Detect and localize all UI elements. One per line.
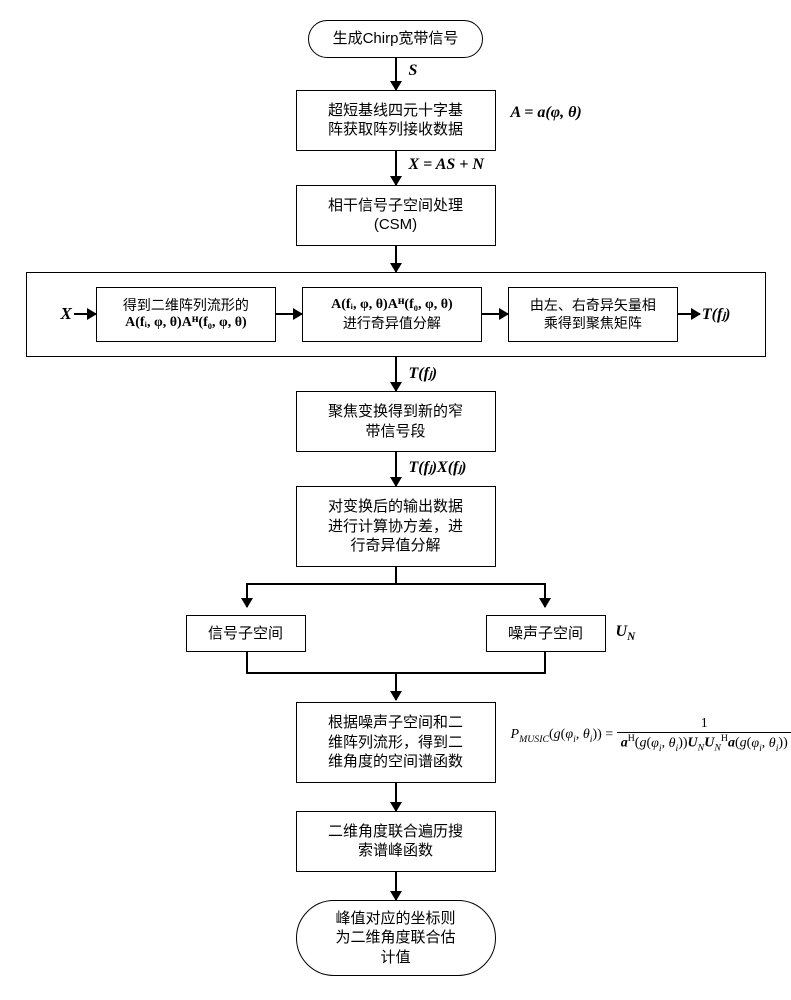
csm-in-label: X (61, 304, 72, 324)
csm-box-2: A(fᵢ, φ, θ)Aᴴ(f₀, φ, θ) 进行奇异值分解 (302, 287, 482, 343)
music-formula: PMUSIC(g(φi, θi)) = 1 aH(g(φi, θi))UNUNH… (511, 716, 791, 753)
node-8-wrap: 根据噪声子空间和二 维阵列流形，得到二 维角度的空间谱函数 PMUSIC(g(φ… (296, 702, 496, 783)
node-2-l2: 阵获取阵列接收数据 (328, 120, 463, 140)
csm-container: X 得到二维阵列流形的 A(fᵢ, φ, θ)Aᴴ(f₀, φ, θ) A(fᵢ… (26, 272, 766, 358)
csm-b2-l1: A(fᵢ, φ, θ)Aᴴ(f₀, φ, θ) (311, 296, 473, 315)
csm-out-label: T(fⱼ) (702, 304, 731, 324)
node-5: 聚焦变换得到新的窄 带信号段 (296, 391, 496, 452)
arrow-5-label: T(fⱼ)X(fⱼ) (409, 457, 467, 477)
node-9: 二维角度联合遍历搜 索谱峰函数 (296, 811, 496, 872)
csm-box-3: 由左、右奇异矢量相 乘得到聚焦矩阵 (508, 287, 678, 343)
node-5-l1: 聚焦变换得到新的窄 (328, 402, 463, 422)
arrow-4: T(fⱼ) (395, 357, 397, 391)
csm-b3-l1: 由左、右奇异矢量相 (517, 296, 669, 315)
arrow-2-label: X = AS + N (409, 156, 484, 174)
node-6-l1: 对变换后的输出数据 (328, 497, 463, 517)
csm-arrow-in (74, 313, 96, 315)
node-3-l1: 相干信号子空间处理 (328, 196, 463, 216)
node-10-l3: 计值 (380, 948, 410, 968)
node-7b-text: 噪声子空间 (508, 624, 583, 644)
arrow-9 (395, 872, 397, 900)
csm-arrow-12 (276, 313, 302, 315)
node-start: 生成Chirp宽带信号 (308, 20, 484, 58)
node-8-l2: 维阵列流形，得到二 (328, 733, 463, 753)
csm-box-1: 得到二维阵列流形的 A(fᵢ, φ, θ)Aᴴ(f₀, φ, θ) (96, 287, 276, 343)
node-10-l2: 为二维角度联合估 (335, 928, 455, 948)
arrow-3 (395, 246, 397, 272)
node-10-l1: 峰值对应的坐标则 (335, 909, 455, 929)
node-5-l2: 带信号段 (365, 422, 425, 442)
csm-b1-l1: 得到二维阵列流形的 (105, 296, 267, 315)
node-2-wrap: 超短基线四元十字基 阵获取阵列接收数据 A = a(φ, θ) (296, 90, 496, 151)
node-2: 超短基线四元十字基 阵获取阵列接收数据 (296, 90, 496, 151)
arrow-4-label: T(fⱼ) (409, 363, 438, 383)
node-9-l2: 索谱峰函数 (358, 841, 433, 861)
arrow-1-label: S (409, 62, 418, 80)
node-6-l2: 进行计算协方差，进 (328, 517, 463, 537)
arrow-5: T(fⱼ)X(fⱼ) (395, 452, 397, 486)
flowchart-root: 生成Chirp宽带信号 S 超短基线四元十字基 阵获取阵列接收数据 A = a(… (20, 20, 771, 976)
node-7b-side: UN (616, 623, 636, 643)
node-2-side: A = a(φ, θ) (511, 104, 582, 122)
node-2-l1: 超短基线四元十字基 (328, 101, 463, 121)
csm-b2-l2: 进行奇异值分解 (311, 314, 473, 333)
csm-b3-l2: 乘得到聚焦矩阵 (517, 314, 669, 333)
csm-b1-l2: A(fᵢ, φ, θ)Aᴴ(f₀, φ, θ) (105, 314, 267, 333)
node-6-l3: 行奇异值分解 (350, 536, 440, 556)
node-end: 峰值对应的坐标则 为二维角度联合估 计值 (296, 900, 496, 977)
formula-num: 1 (617, 716, 791, 733)
node-noise-wrap: 噪声子空间 UN (486, 615, 606, 653)
arrow-2: X = AS + N (395, 151, 397, 185)
node-8-l1: 根据噪声子空间和二 (328, 713, 463, 733)
node-6: 对变换后的输出数据 进行计算协方差，进 行奇异值分解 (296, 486, 496, 567)
merge-connector (186, 652, 606, 702)
node-8: 根据噪声子空间和二 维阵列流形，得到二 维角度的空间谱函数 (296, 702, 496, 783)
node-noise-subspace: 噪声子空间 (486, 615, 606, 653)
node-9-l1: 二维角度联合遍历搜 (328, 822, 463, 842)
arrow-1: S (395, 58, 397, 90)
csm-arrow-out (678, 313, 700, 315)
csm-arrow-23 (482, 313, 508, 315)
node-3: 相干信号子空间处理 (CSM) (296, 185, 496, 246)
arrow-8 (395, 783, 397, 811)
node-8-l3: 维角度的空间谱函数 (328, 752, 463, 772)
node-start-text: 生成Chirp宽带信号 (333, 29, 459, 49)
node-3-l2: (CSM) (374, 215, 417, 235)
